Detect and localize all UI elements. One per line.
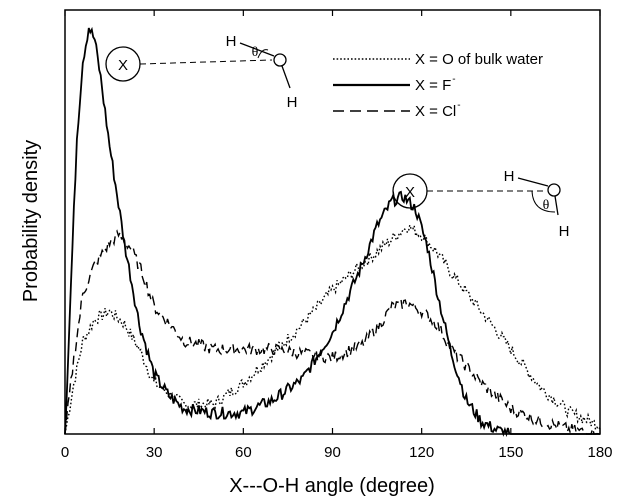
- x-tick-label: 180: [587, 444, 612, 461]
- inset-right-x-label: X: [405, 184, 415, 201]
- x-ticks: 0 30 60 90 120 150 180: [61, 10, 613, 461]
- inset-top-o-atom: [273, 53, 287, 67]
- x-tick-label: 150: [498, 444, 523, 461]
- plot-frame: [64, 9, 601, 435]
- inset-right-o-atom: [547, 183, 561, 197]
- inset-top-hbond-line: [139, 59, 273, 65]
- inset-top-x-label: X: [118, 57, 128, 74]
- x-tick-label: 90: [324, 444, 341, 461]
- x-axis-title: X---O-H angle (degree): [229, 475, 435, 497]
- inset-right-h-lower: H: [559, 223, 570, 240]
- legend-label: X = O of bulk water: [415, 51, 543, 68]
- legend-label-superscript: -: [457, 100, 460, 111]
- series-line-dotted: [64, 222, 601, 435]
- inset-right-angle-arc: [531, 190, 556, 213]
- series-layer: [64, 26, 601, 438]
- series-line-solid: [64, 26, 600, 438]
- inset-right-oh-bond-upper: [517, 177, 549, 187]
- inset-right-theta: θ: [543, 198, 550, 213]
- inset-top-h-upper: H: [226, 33, 237, 50]
- legend-label: X = F: [415, 77, 451, 94]
- inset-right-h-upper: H: [504, 168, 515, 185]
- y-axis-title: Probability density: [20, 140, 42, 302]
- legend-label: X = Cl: [415, 103, 456, 120]
- legend-label-superscript: -: [452, 74, 455, 85]
- inset-right-oh-bond-lower: [554, 195, 559, 216]
- inset-molecule-top: X H H θ: [105, 33, 298, 111]
- x-tick-label: 0: [61, 444, 69, 461]
- inset-molecule-right: X H H θ: [392, 168, 570, 240]
- x-tick-label: 60: [235, 444, 252, 461]
- x-tick-label: 120: [409, 444, 434, 461]
- inset-top-theta: θ: [252, 45, 259, 60]
- inset-top-angle-arc: [257, 49, 269, 59]
- inset-top-oh-bond-upper: [239, 42, 275, 57]
- series-line-dashed: [64, 229, 601, 436]
- inset-top-h-lower: H: [287, 94, 298, 111]
- inset-top-oh-bond-lower: [281, 65, 291, 89]
- x-tick-label: 30: [146, 444, 163, 461]
